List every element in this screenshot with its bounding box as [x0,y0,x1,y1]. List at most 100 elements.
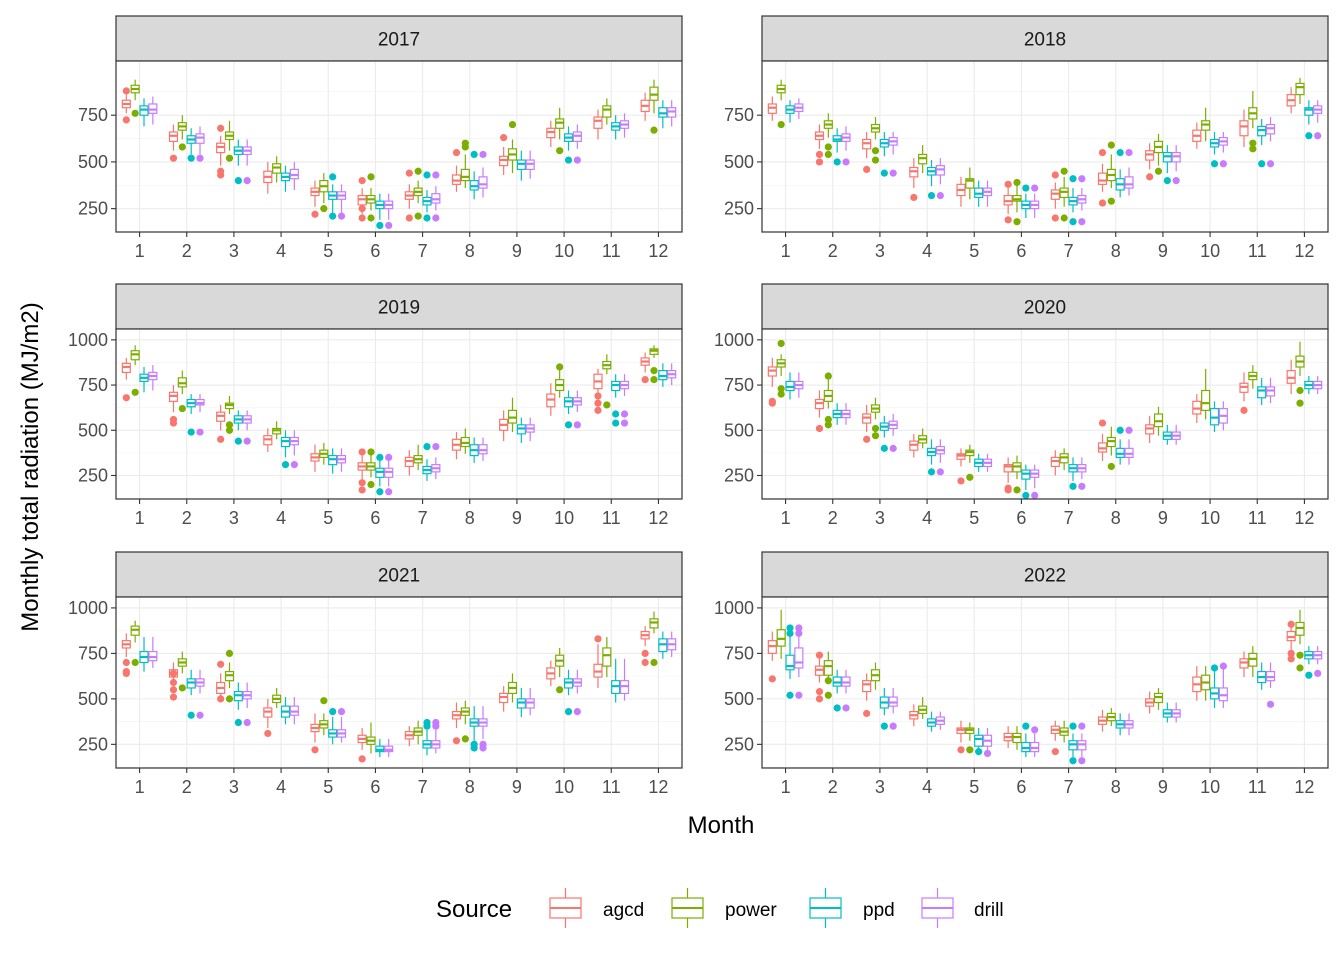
outlier-point [768,675,776,683]
box-agcd-2 [168,124,179,162]
outlier-point [815,150,824,159]
box-power-12 [1295,609,1305,672]
box-body [1201,389,1211,411]
x-tick-label: 12 [1294,241,1314,261]
box-agcd-12 [1286,87,1296,114]
outlier-point [815,424,824,433]
box-drill-12 [1313,100,1323,140]
box-ppd-4 [926,711,937,732]
outlier-point [1172,177,1180,185]
outlier-point [217,124,225,132]
box-power-6 [1012,726,1022,750]
box-drill-2 [195,669,205,719]
box-ppd-1 [139,98,149,127]
box-power-10 [1201,666,1211,701]
legend-label-ppd: ppd [863,900,895,921]
facet-strip-label: 2019 [378,298,420,319]
box-drill-5 [982,180,993,207]
box-power-11 [1248,90,1258,153]
outlier-point [1125,426,1133,434]
outlier-point [889,444,897,452]
x-tick-label: 1 [135,777,145,797]
box-power-2 [823,113,833,159]
outlier-point [1069,722,1077,730]
series-power [776,339,1305,494]
outlier-point [573,156,581,164]
outlier-point [405,214,413,222]
facet-strip [115,283,683,330]
box-drill-2 [841,126,851,166]
box-body [1003,464,1013,473]
box-power-3 [224,395,235,434]
x-tick-label: 11 [1248,777,1267,797]
box-agcd-7 [404,450,414,476]
outlier-point [871,432,880,440]
box-power-12 [1295,77,1305,104]
box-ppd-4 [280,430,291,469]
y-tick-label: 500 [724,152,754,172]
box-agcd-11 [1239,651,1249,678]
x-tick-label: 1 [135,241,145,261]
outlier-point [290,461,298,469]
box-agcd-2 [814,651,825,703]
outlier-point [1013,486,1021,494]
outlier-point [217,167,225,175]
box-drill-10 [572,390,582,429]
box-agcd-3 [216,124,226,179]
outlier-point [880,444,888,452]
outlier-point [612,419,620,427]
outlier-point [1031,726,1039,734]
box-ppd-9 [1162,145,1172,185]
outlier-point [1078,722,1086,730]
box-drill-5 [982,453,993,472]
box-power-5 [965,167,975,200]
x-tick-label: 4 [276,241,286,261]
box-ppd-7 [422,171,432,222]
box-ppd-8 [469,437,479,463]
outlier-point [1069,757,1077,765]
outlier-point [461,143,469,151]
outlier-point [786,691,794,699]
outlier-point [329,708,337,716]
box-body [478,176,488,189]
box-power-4 [272,156,282,183]
outlier-point [1060,167,1068,175]
box-ppd-2 [832,403,842,425]
box-ppd-1 [785,372,795,400]
box-ppd-1 [139,637,149,672]
box-power-8 [460,139,470,189]
x-tick-label: 8 [465,241,475,261]
outlier-point [470,150,478,159]
series-agcd [121,626,650,763]
outlier-point [863,165,871,173]
outlier-point [358,448,366,456]
box-agcd-1 [121,633,131,678]
outlier-point [1051,171,1059,179]
outlier-point [1098,419,1107,427]
panel-background [762,597,1328,768]
x-tick-label: 2 [828,508,838,528]
box-agcd-6 [1003,180,1013,224]
outlier-point [178,684,186,692]
box-ppd-1 [139,366,149,393]
outlier-point [777,390,785,398]
outlier-point [824,421,832,429]
box-ppd-2 [832,128,842,166]
outlier-point [1069,175,1077,183]
outlier-point [367,480,375,489]
box-agcd-11 [593,109,603,140]
x-tick-label: 6 [370,508,380,528]
outlier-point [178,143,186,151]
outlier-point [367,173,375,181]
box-agcd-10 [1192,394,1202,424]
outlier-point [777,339,785,348]
box-drill-2 [195,126,205,162]
x-tick-label: 6 [1016,508,1026,528]
box-power-1 [776,79,786,129]
outlier-point [1296,664,1304,672]
box-ppd-11 [1257,662,1267,690]
box-agcd-10 [1192,666,1202,701]
outlier-point [225,426,234,434]
x-tick-label: 7 [1064,508,1074,528]
